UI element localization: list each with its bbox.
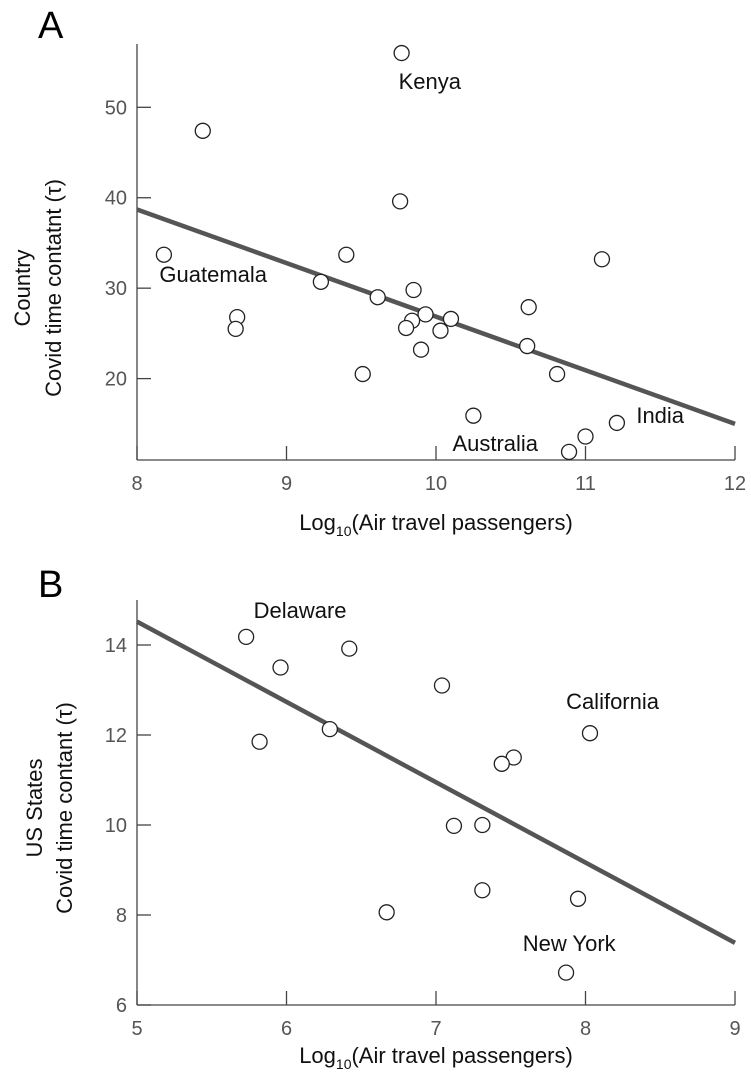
data-point bbox=[312, 273, 330, 290]
data-point bbox=[465, 407, 482, 424]
data-point bbox=[474, 882, 491, 899]
y-tick-label: 12 bbox=[105, 725, 127, 747]
y-tick-label: 10 bbox=[105, 815, 127, 837]
data-point bbox=[397, 319, 415, 337]
x-tick-label: 8 bbox=[580, 1018, 591, 1040]
data-point bbox=[227, 320, 244, 338]
data-point bbox=[393, 44, 410, 62]
data-point bbox=[321, 721, 339, 738]
x-axis-title: Log10(Air travel passengers) bbox=[299, 1043, 573, 1072]
x-tick-label: 11 bbox=[575, 473, 596, 495]
y-axis-title-line: Country bbox=[10, 249, 35, 326]
y-tick-label: 8 bbox=[116, 905, 127, 927]
x-tick-label: 9 bbox=[729, 1018, 740, 1040]
data-point bbox=[338, 246, 355, 263]
data-point bbox=[194, 122, 211, 139]
x-tick-label: 8 bbox=[131, 473, 142, 495]
data-point bbox=[608, 414, 626, 432]
point-annotation: New York bbox=[523, 931, 617, 956]
panel-label: A bbox=[38, 5, 64, 47]
y-tick-label: 50 bbox=[105, 97, 127, 119]
point-annotation: Australia bbox=[452, 431, 538, 456]
y-axis-title-line: Covid time contant (τ) bbox=[52, 702, 77, 914]
x-tick-label: 6 bbox=[281, 1018, 292, 1040]
data-point bbox=[272, 659, 289, 676]
regression-line bbox=[135, 619, 737, 945]
y-tick-label: 40 bbox=[105, 188, 127, 210]
data-point bbox=[548, 365, 566, 383]
data-point bbox=[354, 365, 371, 383]
y-tick-label: 30 bbox=[105, 278, 127, 300]
data-point bbox=[445, 817, 463, 835]
data-point bbox=[391, 193, 409, 210]
data-point bbox=[493, 755, 510, 772]
x-tick-label: 5 bbox=[131, 1018, 142, 1040]
data-point bbox=[237, 628, 255, 646]
point-annotation: India bbox=[636, 403, 684, 428]
y-tick-label: 6 bbox=[116, 995, 127, 1017]
y-tick-label: 14 bbox=[105, 635, 127, 657]
x-tick-label: 7 bbox=[430, 1018, 441, 1040]
point-annotation: California bbox=[566, 689, 660, 714]
point-annotation: Kenya bbox=[399, 69, 462, 94]
panel-label: B bbox=[38, 564, 63, 606]
x-tick-label: 10 bbox=[425, 473, 447, 495]
data-point bbox=[369, 289, 386, 306]
data-point bbox=[341, 640, 358, 657]
x-axis-title: Log10(Air travel passengers) bbox=[299, 510, 573, 539]
data-point bbox=[569, 890, 587, 907]
data-point bbox=[433, 677, 451, 694]
data-point bbox=[405, 281, 422, 299]
data-point bbox=[155, 246, 173, 263]
point-annotation: Delaware bbox=[254, 598, 347, 623]
data-point bbox=[581, 725, 599, 742]
x-tick-label: 9 bbox=[281, 473, 292, 495]
data-point bbox=[432, 322, 449, 339]
data-point bbox=[557, 964, 575, 981]
data-point bbox=[519, 337, 536, 355]
y-axis-title-line: Covid time contatnt (τ) bbox=[41, 179, 66, 397]
point-annotation: Guatemala bbox=[159, 262, 267, 287]
y-axis-title-line: US States bbox=[22, 758, 47, 857]
data-point bbox=[378, 904, 395, 921]
data-point bbox=[560, 443, 578, 461]
data-point bbox=[412, 341, 430, 358]
data-point bbox=[251, 733, 268, 750]
data-point bbox=[474, 816, 491, 834]
data-point bbox=[593, 251, 611, 268]
chart-panel-a: A 8 9 10 11 12 20 30 40 50 Log10(Air travel passen… bbox=[10, 5, 746, 539]
data-point bbox=[520, 299, 537, 316]
y-tick-label: 20 bbox=[105, 369, 127, 391]
regression-line bbox=[136, 207, 736, 426]
data-point bbox=[442, 310, 460, 328]
x-tick-label: 12 bbox=[724, 473, 746, 495]
data-point bbox=[577, 428, 594, 445]
data-point bbox=[417, 306, 434, 323]
